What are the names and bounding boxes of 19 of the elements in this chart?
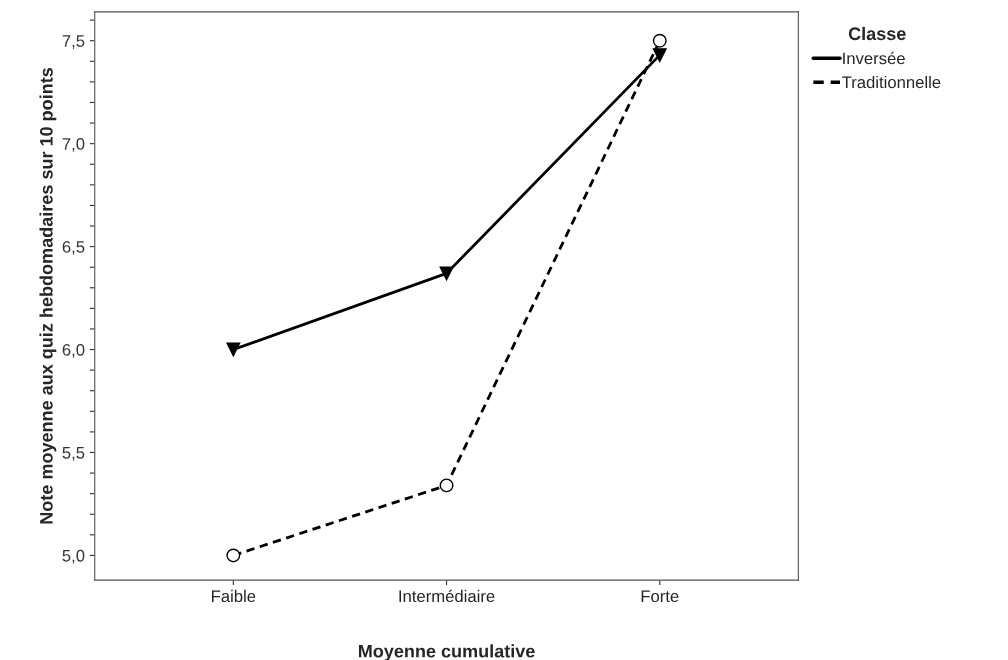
point — [439, 478, 454, 493]
point — [652, 33, 667, 48]
point — [226, 548, 241, 563]
point — [226, 342, 241, 357]
y-tick-label: 5,0 — [62, 549, 85, 564]
legend-label: Inversée — [843, 51, 905, 65]
point — [439, 266, 454, 281]
y-tick-label: 7,5 — [62, 35, 85, 49]
y-axis-title: Note moyenne aux quiz hebdomadaires sur 10 points — [39, 67, 57, 524]
x-tick-label: Forte — [641, 590, 679, 603]
x-tick-label: Intermédiaire — [399, 589, 495, 603]
point — [652, 48, 667, 63]
y-tick-label: 6,0 — [62, 343, 85, 358]
y-tick-label: 6,5 — [62, 241, 85, 255]
legend-label: Traditionnelle — [842, 75, 941, 89]
y-tick-label: 5,5 — [62, 447, 85, 461]
x-tick-label: Faible — [212, 589, 256, 603]
y-tick-label: 7,0 — [62, 138, 85, 152]
legend-title: Classe — [848, 26, 906, 41]
